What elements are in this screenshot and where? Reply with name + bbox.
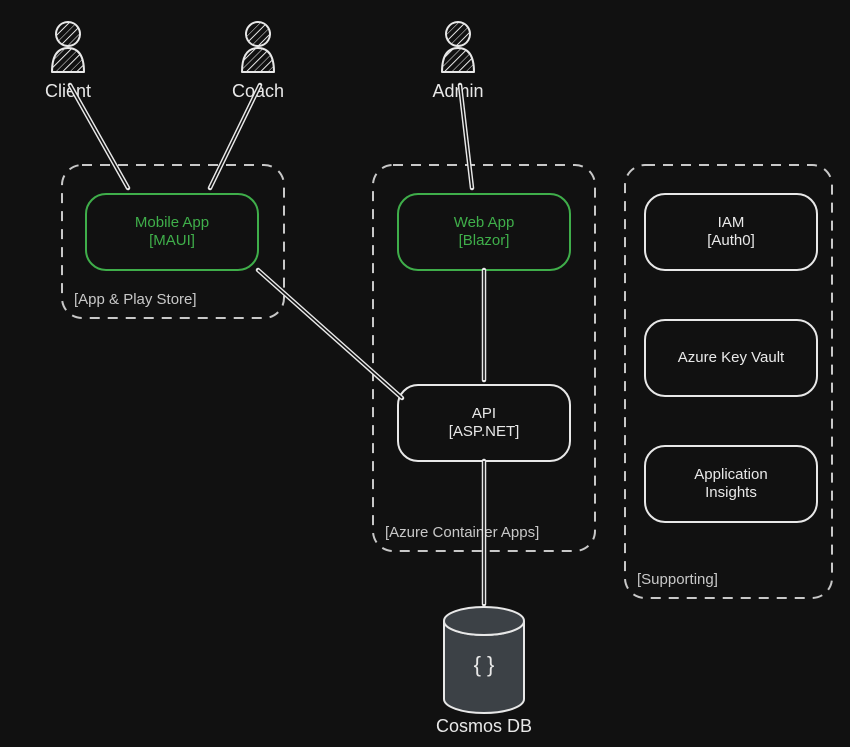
node-iam: IAM[Auth0] (645, 194, 817, 270)
node-label-insights-line1: Insights (705, 484, 757, 501)
db-label: Cosmos DB (436, 716, 532, 736)
group-label-appstore: [App & Play Store] (74, 291, 197, 308)
actor-client: Client (45, 22, 91, 101)
node-label-mobile-line0: Mobile App (135, 214, 209, 231)
group-label-supporting: [Supporting] (637, 571, 718, 588)
actor-label-client: Client (45, 81, 91, 101)
node-mobile: Mobile App[MAUI] (86, 194, 258, 270)
node-label-webapp-line1: [Blazor] (459, 232, 510, 249)
node-api: API[ASP.NET] (398, 385, 570, 461)
actor-admin: Admin (432, 22, 483, 101)
node-label-api-line1: [ASP.NET] (449, 423, 520, 440)
node-kv: Azure Key Vault (645, 320, 817, 396)
db-cosmos: { } Cosmos DB (436, 607, 532, 736)
node-label-iam-line0: IAM (718, 214, 745, 231)
node-label-insights-line0: Application (694, 466, 767, 483)
node-label-webapp-line0: Web App (454, 214, 515, 231)
edge-mobile-api (258, 270, 402, 398)
actor-label-admin: Admin (432, 81, 483, 101)
node-webapp: Web App[Blazor] (398, 194, 570, 270)
node-insights: ApplicationInsights (645, 446, 817, 522)
node-label-mobile-line1: [MAUI] (149, 232, 195, 249)
edge-client-mobile (70, 85, 128, 188)
node-label-api-line0: API (472, 405, 496, 422)
node-label-kv-line0: Azure Key Vault (678, 349, 785, 366)
node-label-iam-line1: [Auth0] (707, 232, 755, 249)
group-label-aca: [Azure Container Apps] (385, 524, 539, 541)
db-glyph-icon: { } (474, 652, 495, 677)
